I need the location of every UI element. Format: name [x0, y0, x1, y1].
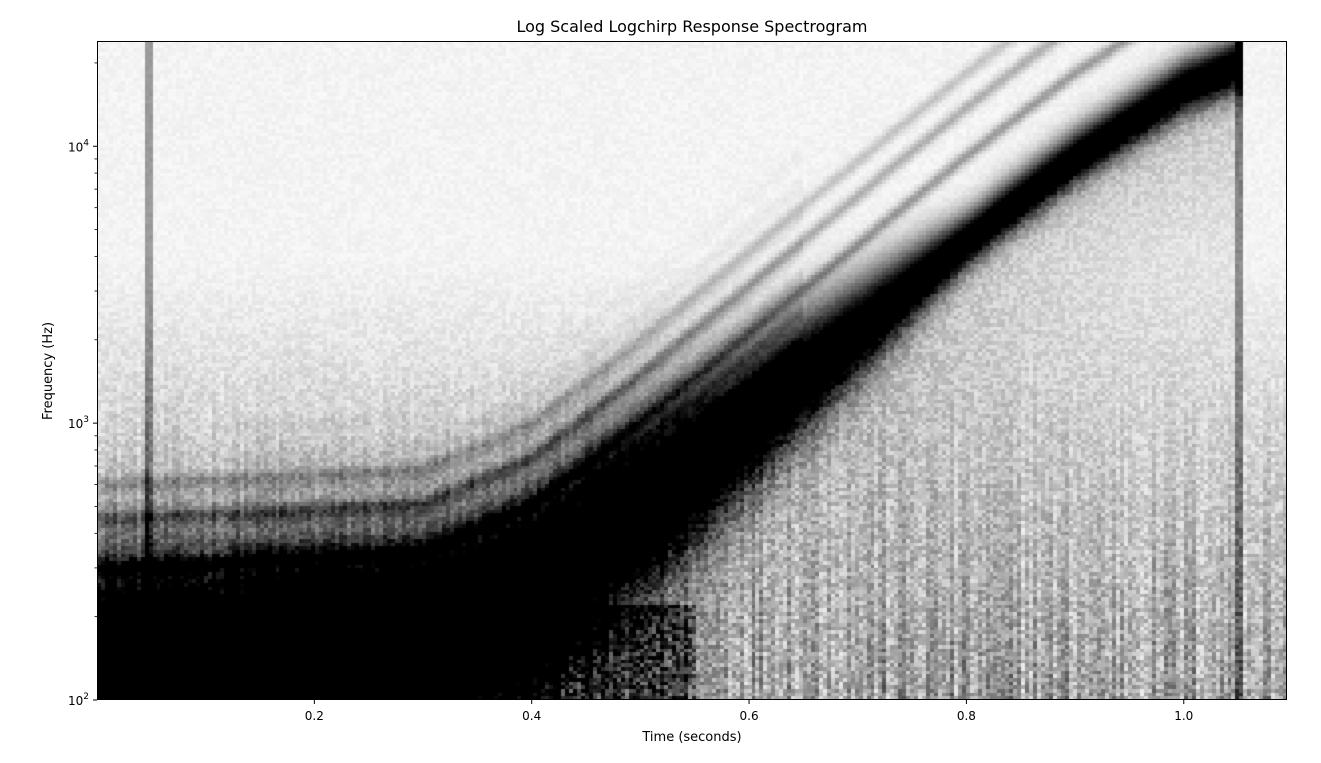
x-tick-label: 0.4: [522, 709, 541, 723]
y-axis-ticks: 102 103 104: [68, 62, 97, 708]
chart-title: Log Scaled Logchirp Response Spectrogram: [516, 17, 867, 36]
x-tick-label: 0.8: [957, 709, 976, 723]
x-tick-label: 1.0: [1174, 709, 1193, 723]
y-tick-label: 103: [68, 415, 89, 431]
plot-frame: [97, 41, 1287, 700]
y-tick-label: 104: [68, 138, 89, 154]
y-tick-label: 102: [68, 692, 89, 708]
y-axis-label: Frequency (Hz): [41, 322, 56, 420]
x-axis-ticks: 0.2 0.4 0.6 0.8 1.0: [305, 700, 1193, 723]
spectrogram-heatmap: [97, 41, 1287, 700]
x-tick-label: 0.2: [305, 709, 324, 723]
x-axis-label: Time (seconds): [641, 730, 741, 745]
x-tick-label: 0.6: [740, 709, 759, 723]
